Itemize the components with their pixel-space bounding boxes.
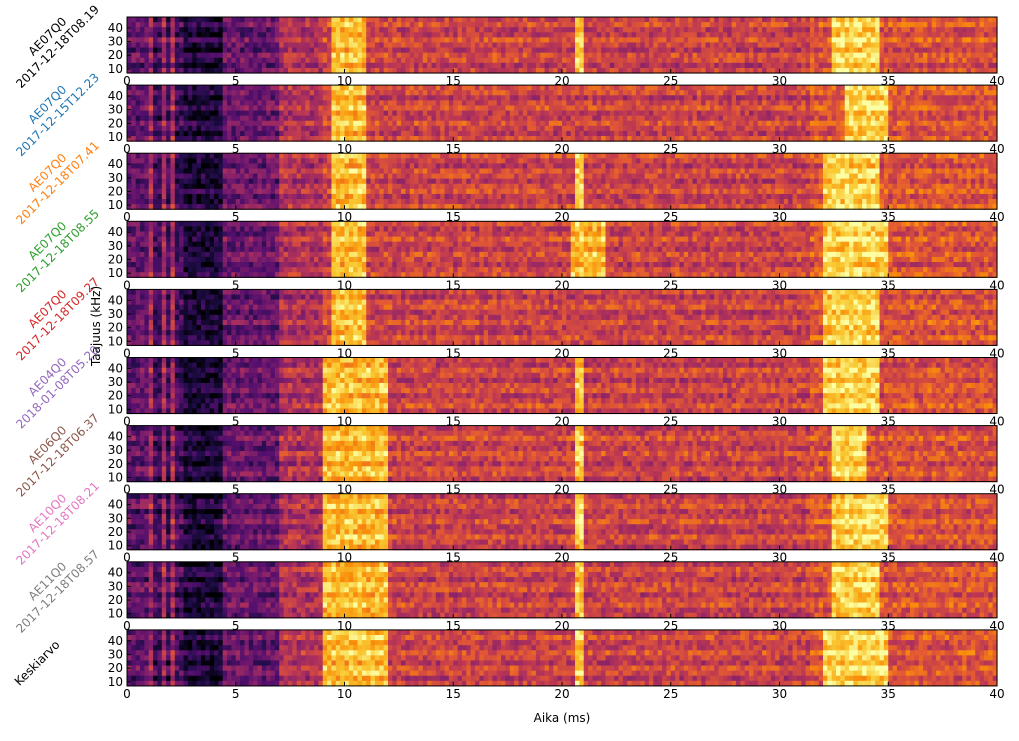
y-tick-label: 20 (108, 48, 123, 62)
x-tick-label: 40 (989, 687, 1004, 701)
y-tick-label: 20 (108, 389, 123, 403)
y-tick-label: 10 (108, 539, 123, 553)
y-tick-label: 20 (108, 253, 123, 267)
y-tick-label: 20 (108, 661, 123, 675)
y-tick-label: 30 (108, 375, 123, 389)
y-tick-label: 30 (108, 307, 123, 321)
y-tick-label: 10 (108, 198, 123, 212)
heatmap-cells (127, 85, 998, 142)
x-tick-label: 15 (446, 687, 461, 701)
heatmap-cells (127, 289, 998, 346)
y-tick-label: 20 (108, 321, 123, 335)
y-tick-label: 30 (108, 171, 123, 185)
panel-label: Keskiarvo (12, 638, 63, 689)
y-tick-label: 40 (108, 89, 123, 103)
y-tick-label: 20 (108, 593, 123, 607)
y-tick-label: 10 (108, 62, 123, 76)
y-tick-label: 30 (108, 103, 123, 117)
y-tick-label: 30 (108, 647, 123, 661)
y-tick-label: 20 (108, 525, 123, 539)
heatmap-cells (127, 630, 998, 687)
y-tick-label: 20 (108, 184, 123, 198)
y-tick-label: 10 (108, 334, 123, 348)
x-tick-label: 0 (123, 687, 131, 701)
y-tick-label: 20 (108, 457, 123, 471)
y-axis-label: Taajuus (kHz) (89, 286, 103, 367)
y-tick-label: 10 (108, 130, 123, 144)
y-tick-label: 40 (108, 634, 123, 648)
y-tick-label: 10 (108, 402, 123, 416)
y-tick-label: 40 (108, 498, 123, 512)
x-tick-label: 25 (663, 687, 678, 701)
y-tick-label: 40 (108, 430, 123, 444)
y-tick-label: 10 (108, 266, 123, 280)
heatmap-cells (127, 562, 998, 619)
y-tick-label: 40 (108, 157, 123, 171)
y-tick-label: 10 (108, 471, 123, 485)
heatmap-cells (127, 17, 998, 74)
x-tick-label: 30 (772, 687, 787, 701)
heatmap-cells (127, 426, 998, 483)
heatmap-cells (127, 221, 998, 278)
y-tick-label: 40 (108, 293, 123, 307)
heatmap-cells (127, 358, 998, 415)
y-tick-label: 10 (108, 675, 123, 689)
y-tick-label: 30 (108, 511, 123, 525)
x-tick-label: 10 (337, 687, 352, 701)
x-axis-label: Aika (ms) (534, 711, 591, 725)
heatmap-cells (127, 153, 998, 210)
y-tick-label: 30 (108, 35, 123, 49)
y-tick-label: 40 (108, 21, 123, 35)
y-tick-label: 10 (108, 607, 123, 621)
x-tick-label: 5 (232, 687, 240, 701)
y-tick-label: 30 (108, 443, 123, 457)
y-tick-label: 40 (108, 566, 123, 580)
y-tick-label: 30 (108, 239, 123, 253)
y-tick-label: 20 (108, 116, 123, 130)
y-tick-label: 30 (108, 579, 123, 593)
y-tick-label: 40 (108, 361, 123, 375)
heatmap-cells (127, 494, 998, 551)
x-tick-label: 35 (881, 687, 896, 701)
x-tick-label: 20 (554, 687, 569, 701)
y-tick-label: 40 (108, 225, 123, 239)
